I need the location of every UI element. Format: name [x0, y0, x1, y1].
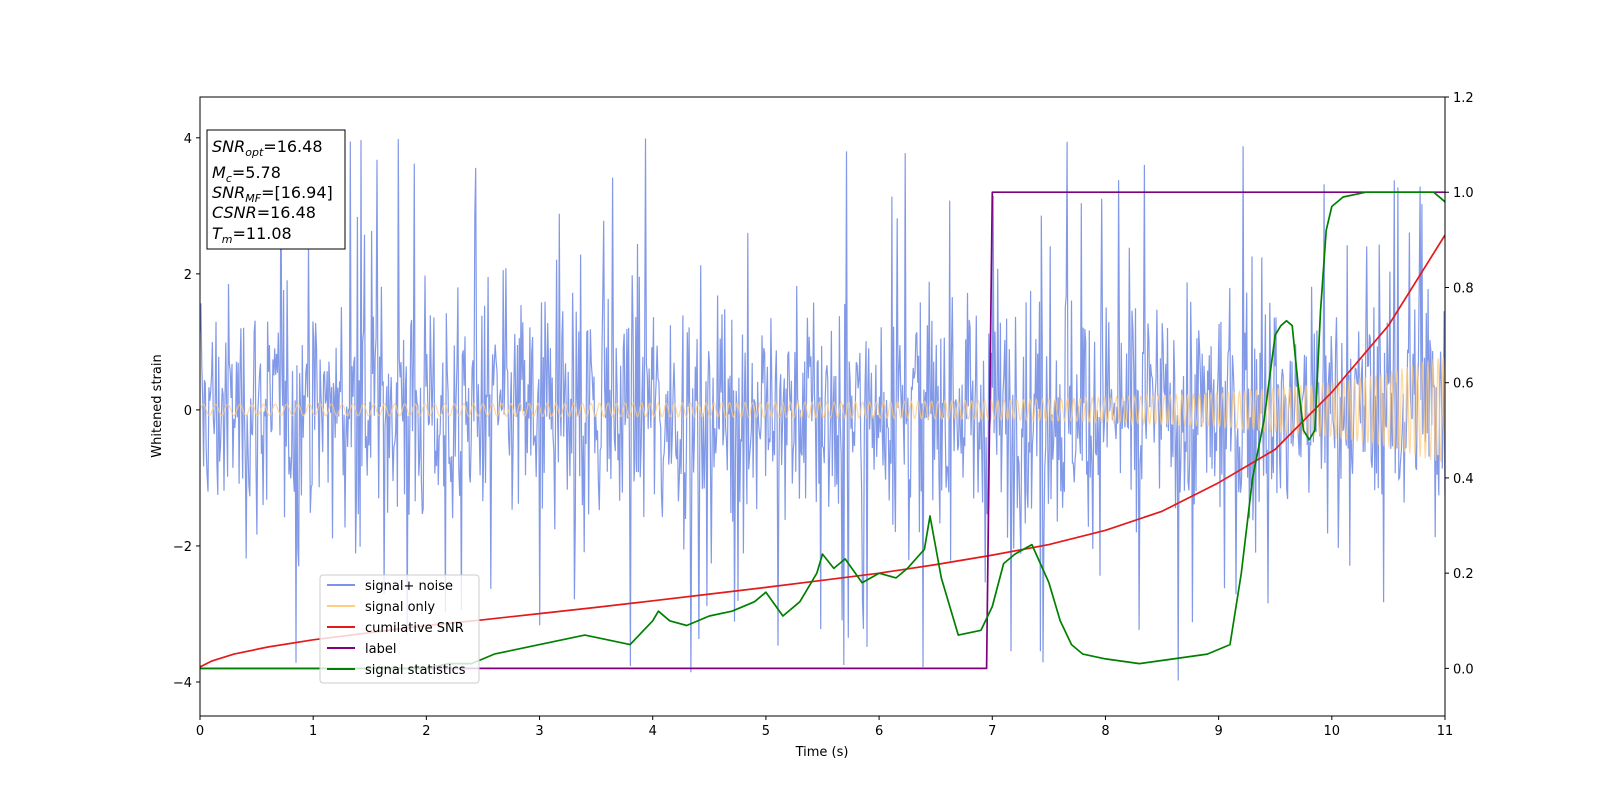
x-tick-label: 5	[762, 724, 770, 739]
legend-label-label: label	[365, 642, 396, 657]
info-snr-mf: SNRMF=[16.94]	[212, 183, 333, 205]
series-signal-statistics	[200, 191, 1445, 670]
y2-tick-label: 0.4	[1453, 472, 1474, 487]
x-tick-label: 3	[535, 724, 543, 739]
y2-tick-label: 0.8	[1453, 281, 1474, 296]
x-tick-label: 1	[309, 724, 317, 739]
x-tick-label: 7	[988, 724, 996, 739]
plot-frame	[199, 96, 1446, 717]
series-cumulative-snr	[200, 234, 1445, 668]
legend: signal+ noise signal only cumilative SNR…	[319, 574, 480, 684]
series-layer	[200, 138, 1445, 681]
x-tick-label: 11	[1437, 724, 1454, 739]
x-tick-label: 0	[196, 724, 204, 739]
y-tick-label: 0	[184, 404, 192, 419]
y2-tick-label: 1.0	[1453, 186, 1474, 201]
axis-layer: 0 1 2 3 4 5 6 7 8 9 10 11 4 2 0 −2 −4 1.2 1.0 0.8 0.6 0.4 0.2 0…	[173, 91, 1474, 739]
x-tick-label: 8	[1101, 724, 1109, 739]
series-signal-only	[200, 357, 1445, 462]
y2-tick-label: 0.2	[1453, 567, 1474, 582]
x-axis-label: Time (s)	[795, 745, 849, 760]
series-signal-noise	[200, 138, 1445, 681]
x-tick-label: 6	[875, 724, 883, 739]
legend-label-cumulative-snr: cumilative SNR	[365, 621, 464, 636]
info-box-frame	[206, 129, 346, 250]
legend-label-signal-noise: signal+ noise	[365, 579, 453, 594]
x-tick-label: 9	[1214, 724, 1222, 739]
legend-label-signal-statistics: signal statistics	[365, 663, 466, 678]
x-tick-label: 10	[1324, 724, 1341, 739]
info-csnr: CSNR=16.48	[212, 203, 316, 222]
y-tick-label: −4	[173, 676, 192, 691]
y-axis-label: Whitened strain	[150, 354, 165, 457]
series-label	[200, 191, 1445, 670]
legend-frame	[319, 574, 480, 684]
y-tick-label: 4	[184, 132, 192, 147]
y2-tick-label: 1.2	[1453, 91, 1474, 106]
y2-tick-label: 0.0	[1453, 662, 1474, 677]
info-tm: Tm=11.08	[212, 224, 292, 246]
info-box: SNRopt=16.48 Mc=5.78 SNRMF=[16.94] CSNR=…	[206, 129, 346, 250]
y-tick-label: 2	[184, 268, 192, 283]
y-tick-label: −2	[173, 540, 192, 555]
y2-tick-label: 0.6	[1453, 377, 1474, 392]
x-tick-label: 2	[422, 724, 430, 739]
info-mc: Mc=5.78	[212, 163, 281, 185]
x-tick-label: 4	[649, 724, 657, 739]
legend-label-signal-only: signal only	[365, 600, 435, 615]
info-snr-opt: SNRopt=16.48	[212, 137, 323, 159]
